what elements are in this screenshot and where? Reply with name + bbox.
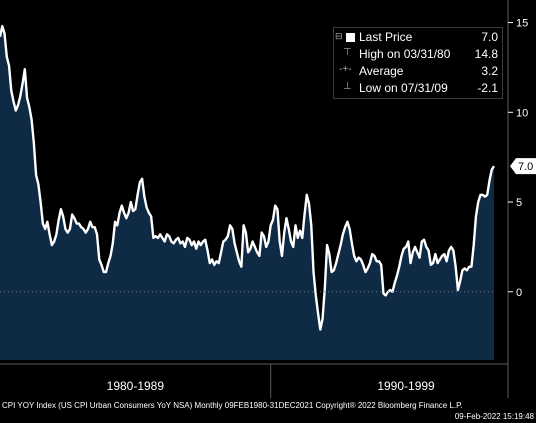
legend-row-low: ⊥ Low on 07/31/09 -2.1 xyxy=(334,81,502,97)
legend-row-last-price: ⊟ Last Price 7.0 xyxy=(334,30,502,46)
collapse-icon[interactable]: ⊟ xyxy=(335,31,343,41)
last-price-tag-label: 7.0 xyxy=(518,161,533,173)
series-line xyxy=(0,24,496,331)
y-tick-label: 10 xyxy=(516,107,528,119)
y-tick-label: 5 xyxy=(516,197,522,209)
axis-layer: 0510157.01980-19891990-19992000-20092010… xyxy=(0,0,536,398)
chart-legend: ⊟ Last Price 7.0 ⊤ High on 03/31/80 14.8… xyxy=(333,27,503,99)
legend-value-low: -2.1 xyxy=(477,81,498,95)
legend-label-low: Low on 07/31/09 xyxy=(359,81,448,95)
legend-value-high: 14.8 xyxy=(474,47,498,61)
legend-value-average: 3.2 xyxy=(481,64,498,78)
legend-label-last-price: Last Price xyxy=(359,30,413,44)
area-layer xyxy=(0,26,494,361)
footer-source: CPI YOY Index (US CPI Urban Consumers Yo… xyxy=(2,401,463,410)
high-marker-icon: ⊤ xyxy=(343,47,352,58)
legend-value-last-price: 7.0 xyxy=(481,30,498,44)
line-layer xyxy=(0,24,496,331)
legend-label-average: Average xyxy=(359,64,404,78)
series-area xyxy=(0,26,494,361)
legend-row-average: -+- Average 3.2 xyxy=(334,64,502,80)
average-marker-icon: -+- xyxy=(339,64,352,75)
y-tick-label: 15 xyxy=(516,18,528,30)
x-tick-label: 1980-1989 xyxy=(107,379,165,393)
y-tick-label: 0 xyxy=(516,287,522,299)
cpi-chart: 0510157.01980-19891990-19992000-20092010… xyxy=(0,0,536,398)
legend-label-high: High on 03/31/80 xyxy=(359,47,451,61)
low-marker-icon: ⊥ xyxy=(343,81,352,92)
x-tick-label: 1990-1999 xyxy=(377,379,435,393)
legend-row-high: ⊤ High on 03/31/80 14.8 xyxy=(334,47,502,63)
last-price-tag xyxy=(510,158,536,175)
last-price-swatch-icon xyxy=(346,33,355,42)
footer-timestamp: 09-Feb-2022 15:19:48 xyxy=(454,412,534,421)
